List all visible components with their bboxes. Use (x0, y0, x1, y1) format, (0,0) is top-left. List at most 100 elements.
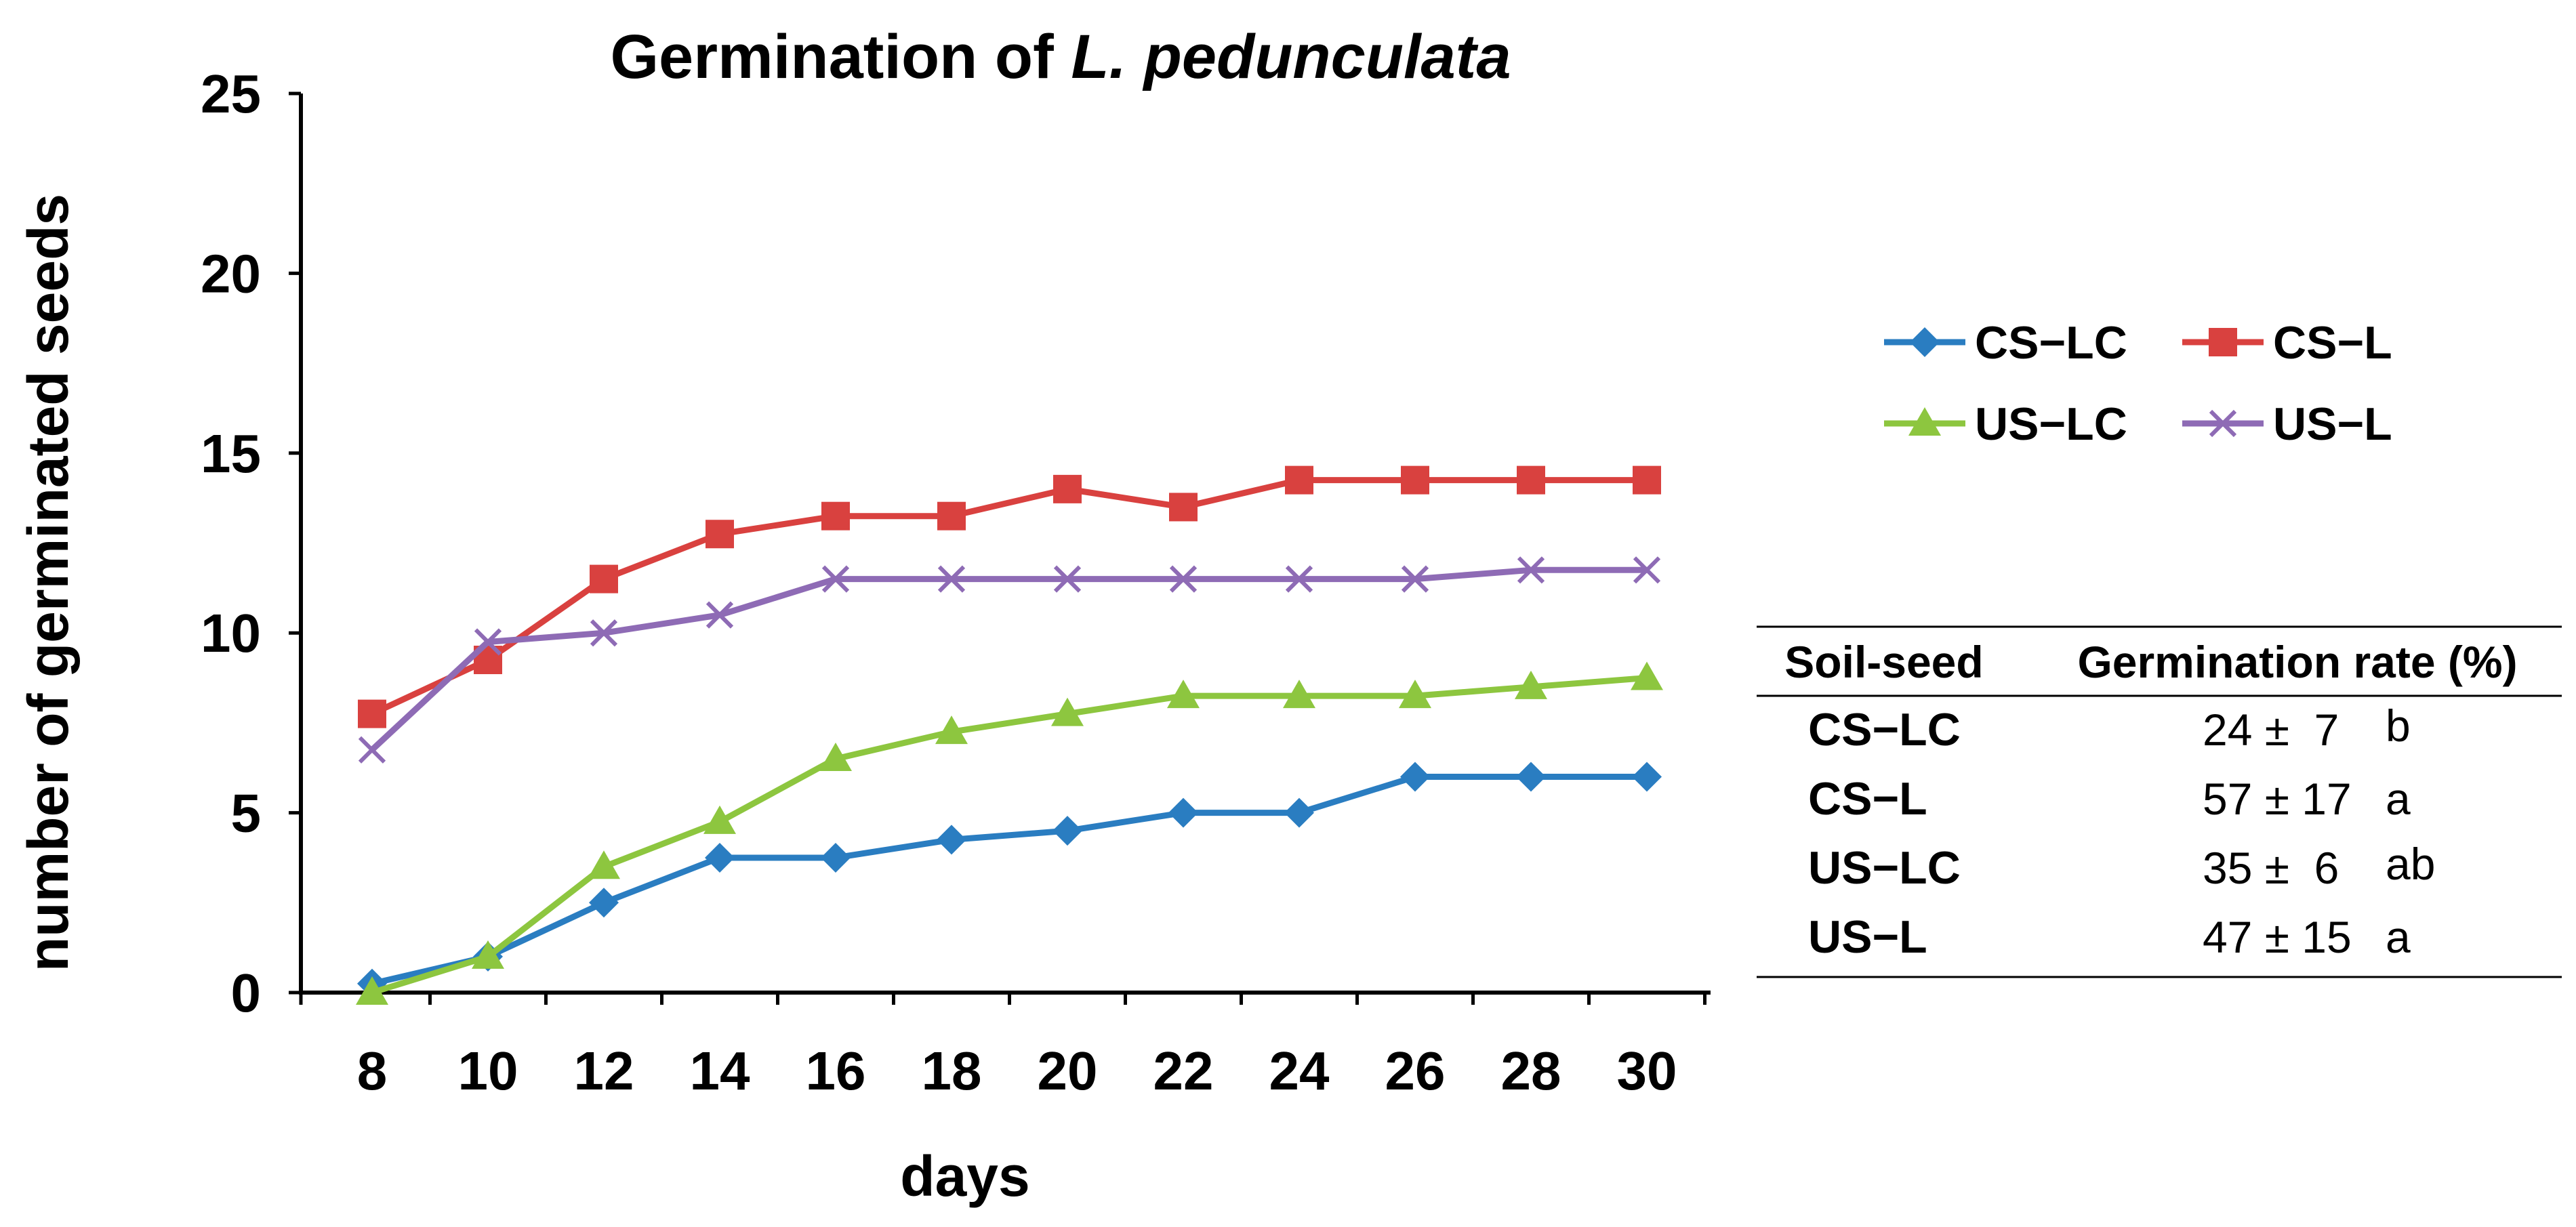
data-point-cs-l (1169, 493, 1198, 522)
data-point-cs-l (937, 501, 966, 531)
series-cs-lc (357, 762, 1662, 999)
legend-item-cs-l: CS−L (2182, 317, 2392, 369)
data-point-cs-l (590, 564, 618, 594)
x-tick-label: 26 (1385, 1041, 1446, 1101)
data-point-us-l (1517, 556, 1545, 584)
data-point-cs-l (1053, 474, 1082, 503)
x-tick-label: 30 (1617, 1041, 1677, 1101)
series-line-cs-l (371, 477, 1647, 717)
legend-label: CS−LC (1975, 317, 2127, 369)
x-tick-label: 22 (1153, 1041, 1214, 1101)
y-tick-label: 15 (201, 423, 261, 484)
legend-label: US−L (2273, 398, 2392, 450)
x-tick-label: 16 (806, 1041, 866, 1101)
y-tick-label: 25 (201, 64, 261, 124)
table-row-significance: a (2386, 912, 2411, 962)
series-line-cs-lc (371, 774, 1647, 987)
data-point-cs-l (358, 699, 386, 728)
data-point-cs-l (706, 520, 734, 549)
table-row-label: CS−L (1808, 773, 1927, 825)
table-row-significance: a (2386, 774, 2411, 824)
data-point-us-lc (703, 805, 736, 834)
data-point-us-lc (472, 940, 504, 969)
table-row-significance: b (2386, 701, 2411, 751)
table-row: CS−LC 24 ± 7 b (1808, 701, 2411, 755)
y-tick-label: 0 (231, 963, 262, 1023)
x-tick-label: 12 (574, 1041, 634, 1101)
data-point-us-lc (588, 850, 620, 879)
legend-item-us-lc: US−LC (1884, 398, 2127, 450)
x-tick-label: 28 (1501, 1041, 1561, 1101)
data-point-us-l (474, 628, 502, 656)
series-line-us-l (369, 566, 1647, 753)
data-point-us-l (1169, 565, 1198, 593)
x-tick-label: 8 (357, 1041, 388, 1101)
series-layer (356, 465, 1663, 1005)
chart-title-species: L. pedunculata (1071, 22, 1511, 91)
data-point-us-lc (1167, 680, 1200, 709)
table-row: CS−L 57 ± 17 a (1808, 773, 2411, 825)
data-point-us-lc (1399, 680, 1431, 709)
x-tick-label: 24 (1269, 1041, 1330, 1101)
data-point-cs-lc (705, 842, 735, 873)
table-row: US−L 47 ± 15 a (1808, 911, 2411, 963)
legend-label: US−LC (1975, 398, 2127, 450)
data-point-us-lc (1051, 697, 1084, 726)
chart-title-prefix: Germination of (611, 22, 1071, 91)
data-point-cs-l (1633, 465, 1661, 495)
germination-rate-table: Soil-seed Germination rate (%) CS−LC 24 ±… (1757, 625, 2562, 978)
data-point-us-l (937, 565, 966, 593)
data-point-us-lc (1515, 670, 1547, 699)
table-row-value: 35 ± 6 (2203, 843, 2339, 893)
data-point-us-l (706, 601, 734, 629)
table-row-label: US−L (1808, 911, 1927, 963)
table-row-value: 57 ± 17 (2203, 774, 2352, 824)
data-point-us-lc (819, 742, 852, 771)
data-point-cs-lc (589, 888, 619, 918)
data-point-cs-l (1401, 465, 1429, 495)
data-point-cs-lc (1052, 816, 1082, 846)
data-point-cs-lc (1400, 762, 1430, 792)
y-tick-label: 20 (201, 243, 261, 304)
table-header-germination-rate: Germination rate (%) (2077, 637, 2517, 687)
data-point-cs-l (1285, 465, 1313, 495)
series-line-us-lc (371, 675, 1648, 996)
y-axis-label: number of germinated seeds (16, 194, 80, 972)
data-point-cs-l (1517, 465, 1545, 495)
table-row: US−LC 35 ± 6 ab (1808, 839, 2435, 894)
legend-item-us-l: US−L (2182, 398, 2392, 450)
legend: CS−LC CS−L US−LC US−L (1884, 317, 2392, 450)
series-us-l (358, 556, 1661, 764)
data-point-cs-lc (821, 842, 851, 873)
table-header-soil-seed: Soil-seed (1784, 637, 1983, 687)
data-point-cs-lc (1284, 797, 1314, 828)
data-point-us-lc (356, 976, 388, 1005)
y-tick-label: 10 (201, 603, 261, 663)
y-tick-label: 5 (231, 783, 262, 844)
data-point-us-l (821, 565, 850, 593)
data-point-us-l (1401, 565, 1429, 593)
data-point-us-lc (1283, 680, 1315, 709)
table-row-label: US−LC (1808, 842, 1961, 894)
legend-marker (2209, 328, 2237, 356)
data-point-cs-lc (937, 825, 966, 855)
data-point-us-l (1285, 565, 1313, 593)
table-row-value: 47 ± 15 (2203, 912, 2352, 962)
data-point-us-l (590, 619, 618, 647)
data-point-cs-l (821, 501, 850, 531)
x-tick-label: 18 (922, 1041, 982, 1101)
table-row-significance: ab (2386, 839, 2435, 889)
data-point-cs-lc (1632, 762, 1662, 792)
x-tick-label: 10 (458, 1041, 518, 1101)
table-row-label: CS−LC (1808, 704, 1961, 755)
data-point-us-lc (1631, 661, 1663, 690)
x-axis-label: days (900, 1144, 1029, 1208)
data-point-us-l (358, 736, 386, 764)
data-point-cs-lc (1516, 762, 1546, 792)
legend-marker (1908, 407, 1941, 436)
x-tick-label: 20 (1038, 1041, 1098, 1101)
data-point-us-lc (935, 715, 968, 745)
table-row-value: 24 ± 7 (2203, 705, 2339, 755)
x-ticks: 8 10 12 14 16 18 20 22 24 26 28 30 (299, 993, 1706, 1101)
